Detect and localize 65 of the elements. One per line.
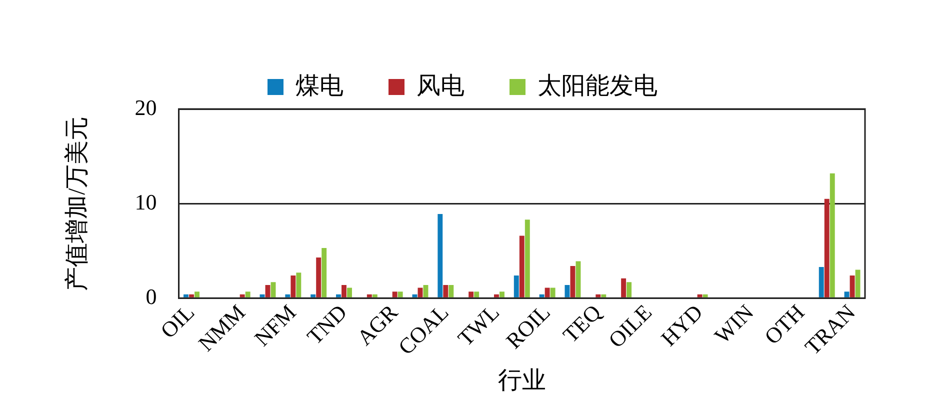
bar [310,294,316,298]
bar [468,292,474,298]
bar [850,275,855,298]
bar [184,294,188,298]
y-tick-label: 0 [146,284,157,309]
bar [524,220,530,298]
x-tick-label: OIL [156,299,200,344]
bar [621,278,626,298]
y-tick-label: 10 [134,189,157,214]
x-axis-title: 行业 [498,368,546,394]
bar [392,292,398,298]
bar [601,294,606,298]
bar [855,270,860,298]
bar [570,266,576,298]
bar [412,294,418,298]
bar [844,292,850,298]
legend-label: 煤电 [296,73,344,100]
bar [830,173,835,298]
bar [336,294,341,298]
y-axis-title: 产值增加/万美元 [64,116,91,291]
bar [260,294,265,298]
bar [494,294,499,298]
bar [316,258,322,298]
bar [372,294,378,298]
bar [423,284,428,298]
bar [398,292,403,298]
bar [189,294,194,298]
bar [347,288,352,298]
bar [626,282,632,298]
x-tick-label: TWL [452,299,504,351]
bar [270,282,276,298]
legend-label: 太阳能发电 [538,73,658,100]
bar [576,261,581,298]
bar [514,275,519,298]
legend-label: 风电 [416,73,464,100]
x-tick-label: WIN [709,299,758,348]
bar [290,275,296,298]
bar [564,284,570,298]
bar [438,214,443,298]
bar [443,284,448,298]
x-tick-label: TND [302,299,352,350]
bar [285,294,290,298]
bar [539,294,544,298]
bar [296,272,302,298]
bar [265,284,270,298]
bar [245,292,250,298]
bar [418,288,423,298]
bar [474,292,480,298]
bar [500,292,504,298]
bar [448,284,454,298]
bar [240,294,245,298]
bar [596,294,601,298]
bar [322,248,327,298]
x-tick-label: TEQ [558,299,606,348]
bar [818,266,824,298]
bar [544,288,550,298]
bar [194,292,200,298]
y-tick-label: 20 [134,94,157,120]
bar [519,236,524,298]
bar [366,294,372,298]
bar [550,288,556,298]
bar [342,284,346,298]
bar [702,294,708,298]
bar [697,294,702,298]
bar [824,198,830,298]
